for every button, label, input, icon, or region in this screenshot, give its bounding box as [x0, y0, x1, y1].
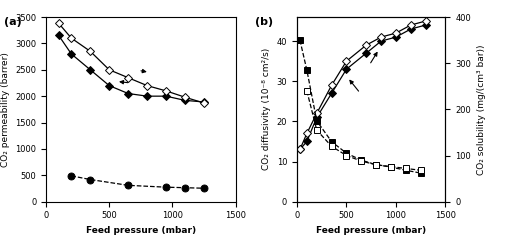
Text: (b): (b)	[255, 17, 273, 27]
Y-axis label: CO₂ diffusivity (10⁻⁸ cm²/s): CO₂ diffusivity (10⁻⁸ cm²/s)	[262, 48, 271, 171]
Text: (a): (a)	[5, 17, 22, 27]
X-axis label: Feed pressure (mbar): Feed pressure (mbar)	[316, 226, 426, 235]
Y-axis label: CO₂ permeability (barrer): CO₂ permeability (barrer)	[1, 52, 10, 167]
Y-axis label: CO₂ solubility (mg/(cm³ bar)): CO₂ solubility (mg/(cm³ bar))	[477, 44, 485, 175]
X-axis label: Feed pressure (mbar): Feed pressure (mbar)	[86, 226, 196, 235]
